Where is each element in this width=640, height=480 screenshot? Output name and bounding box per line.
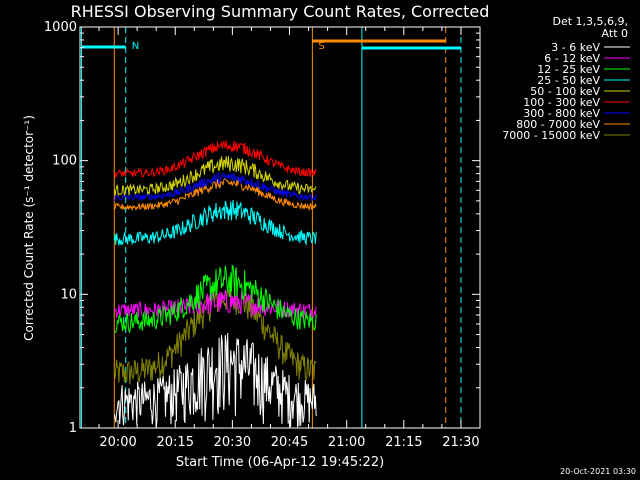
- series-line: [114, 264, 317, 334]
- y-axis: 1 10 100 1000: [44, 20, 480, 436]
- series-line: [113, 285, 317, 385]
- x-tick-label: 21:30: [442, 435, 479, 450]
- x-tick-label: 21:00: [328, 435, 365, 450]
- series-line: [113, 332, 317, 428]
- band-label: S: [318, 41, 324, 52]
- x-tick-label: 20:00: [99, 435, 136, 450]
- series-line: [113, 289, 317, 320]
- legend-label: 50 - 100 keV: [530, 85, 600, 98]
- series-line: [114, 171, 317, 202]
- band-label: N: [132, 41, 139, 52]
- y-tick-label: 10: [60, 287, 77, 302]
- legend-label: 3 - 6 keV: [551, 41, 600, 54]
- x-tick-label: 20:45: [271, 435, 308, 450]
- x-axis-label: Start Time (06-Apr-12 19:45:22): [176, 455, 384, 470]
- legend-label: 100 - 300 keV: [523, 96, 600, 109]
- series-group: [113, 140, 317, 428]
- legend-label: 6 - 12 keV: [544, 52, 600, 65]
- y-tick-label: 100: [52, 154, 77, 169]
- chart-title: RHESSI Observing Summary Count Rates, Co…: [71, 2, 490, 21]
- legend-label: 800 - 7000 keV: [516, 118, 600, 131]
- footer-date: 20-Oct-2021 03:30: [560, 467, 636, 476]
- series-line: [113, 176, 317, 212]
- x-axis: 20:00 20:15 20:30 20:45 21:00 21:15 21:30: [98, 27, 481, 450]
- legend-label: 25 - 50 keV: [537, 74, 600, 87]
- y-tick-label: 1000: [44, 20, 77, 35]
- legend-label: 12 - 25 keV: [537, 63, 600, 76]
- legend-header: Det 1,3,5,6,9,: [552, 15, 628, 28]
- y-tick-label: 1: [69, 421, 77, 436]
- y-axis-label: Corrected Count Rate (s⁻¹ detector⁻¹): [22, 115, 36, 341]
- x-tick-label: 20:15: [157, 435, 194, 450]
- legend-header: Att 0: [602, 27, 628, 40]
- legend-label: 300 - 800 keV: [523, 107, 600, 120]
- plot-frame: [79, 26, 481, 429]
- legend-label: 7000 - 15000 keV: [502, 129, 600, 142]
- series-line: [113, 140, 317, 178]
- x-tick-label: 21:15: [385, 435, 422, 450]
- series-line: [113, 155, 317, 197]
- x-tick-label: 20:30: [214, 435, 251, 450]
- series-line: [113, 199, 317, 246]
